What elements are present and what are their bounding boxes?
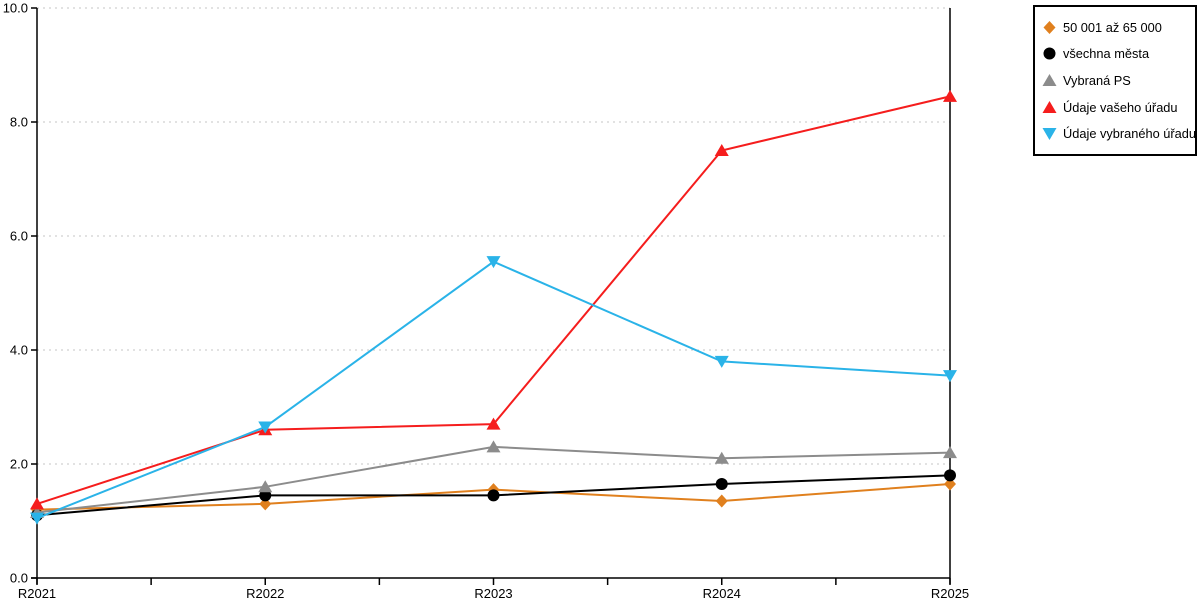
y-tick-label: 2.0 [10, 457, 28, 472]
legend-marker-triangle-up-icon [1042, 100, 1057, 113]
x-tick-label: R2023 [474, 586, 512, 600]
legend-label: všechna města [1063, 46, 1150, 62]
data-point-daje-vybran-ho-adu [486, 256, 501, 269]
data-point-daje-vybran-ho-adu [943, 370, 957, 383]
y-tick-label: 4.0 [10, 343, 28, 358]
legend-label: 50 001 až 65 000 [1063, 19, 1162, 35]
x-tick-label: R2024 [703, 586, 741, 600]
data-point-vybran-ps [486, 440, 501, 453]
data-point-daje-va-eho-adu [30, 497, 44, 510]
legend-marker-triangle-down-icon [1042, 128, 1057, 141]
data-point-v-echna-m-sta [944, 469, 956, 482]
legend-marker-shape [1043, 47, 1056, 60]
legend-item-vybran-ps: Vybraná PS [1042, 67, 1191, 94]
legend-label: Údaje vašeho úřadu [1063, 99, 1178, 115]
legend-marker-shape [1042, 100, 1057, 113]
legend-marker-shape [1042, 73, 1057, 86]
data-point-50-001-a-65-000 [944, 477, 956, 491]
data-point-daje-va-eho-adu [486, 417, 501, 430]
data-point-daje-vybran-ho-adu [258, 421, 273, 434]
legend-marker-shape [1043, 20, 1056, 34]
data-point-daje-vybran-ho-adu [30, 512, 44, 525]
legend-marker-diamond-icon [1043, 20, 1056, 34]
legend-label: Údaje vybraného úřadu [1063, 126, 1197, 142]
data-point-vybran-ps [943, 446, 957, 459]
legend-item-daje-vybran-ho-adu: Údaje vybraného úřadu [1042, 120, 1196, 147]
data-point-v-echna-m-sta [259, 489, 272, 502]
data-point-vybran-ps [258, 480, 273, 493]
y-tick-label: 6.0 [10, 229, 28, 244]
legend-marker-shape [1042, 128, 1057, 141]
legend-label: Vybraná PS [1063, 72, 1131, 88]
data-point-daje-va-eho-adu [714, 144, 729, 156]
legend-item-v-echna-m-sta: všechna města [1042, 41, 1191, 68]
data-point-50-001-a-65-000 [715, 494, 728, 508]
data-point-v-echna-m-sta [487, 489, 500, 502]
data-point-daje-va-eho-adu [943, 89, 957, 102]
legend-marker-triangle-up-icon [1042, 73, 1057, 86]
chart-legend: 50 001 až 65 000 všechna města Vybraná PS Ú… [1033, 5, 1197, 156]
x-tick-label: R2022 [246, 586, 284, 600]
x-tick-label: R2021 [18, 586, 56, 600]
data-point-vybran-ps [714, 451, 729, 464]
data-point-daje-vybran-ho-adu [714, 355, 729, 368]
legend-item-daje-va-eho-adu: Údaje vašeho úřadu [1042, 94, 1191, 121]
legend-item-50-001-a-65-000: 50 001 až 65 000 [1042, 14, 1191, 41]
data-point-v-echna-m-sta [715, 477, 728, 490]
y-tick-label: 10.0 [3, 1, 28, 16]
x-tick-label: R2025 [931, 586, 969, 600]
data-point-50-001-a-65-000 [259, 497, 272, 511]
y-tick-label: 8.0 [10, 115, 28, 130]
legend-marker-circle-icon [1043, 47, 1056, 60]
y-tick-label: 0.0 [10, 571, 28, 586]
